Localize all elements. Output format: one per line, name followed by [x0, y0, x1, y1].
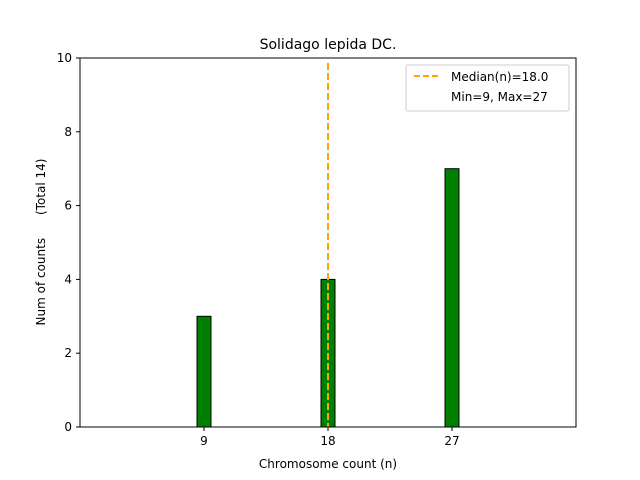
- legend-median-label: Median(n)=18.0: [451, 70, 548, 84]
- chart-title: Solidago lepida DC.: [260, 37, 397, 53]
- bar-9: [196, 315, 212, 428]
- x-tick-label-27: 27: [444, 434, 459, 448]
- legend-box: [405, 64, 570, 112]
- x-ticks: 9 18 27: [200, 427, 460, 448]
- y-axis-label: Num of counts (Total 14): [34, 159, 48, 326]
- y-tick-label-4: 4: [64, 272, 72, 286]
- y-tick-label-8: 8: [64, 125, 72, 139]
- y-tick-label-2: 2: [64, 346, 72, 360]
- y-ticks: 0 2 4 6 8 10: [57, 51, 80, 434]
- y-tick-label-6: 6: [64, 199, 72, 213]
- legend: Median(n)=18.0 Min=9, Max=27: [405, 64, 570, 112]
- y-tick-label-10: 10: [57, 51, 72, 65]
- x-tick-label-9: 9: [200, 434, 208, 448]
- legend-minmax-label: Min=9, Max=27: [451, 90, 548, 104]
- bar-27: [444, 168, 460, 428]
- x-tick-label-18: 18: [320, 434, 335, 448]
- y-tick-label-0: 0: [64, 420, 72, 434]
- x-axis-label: Chromosome count (n): [259, 457, 397, 471]
